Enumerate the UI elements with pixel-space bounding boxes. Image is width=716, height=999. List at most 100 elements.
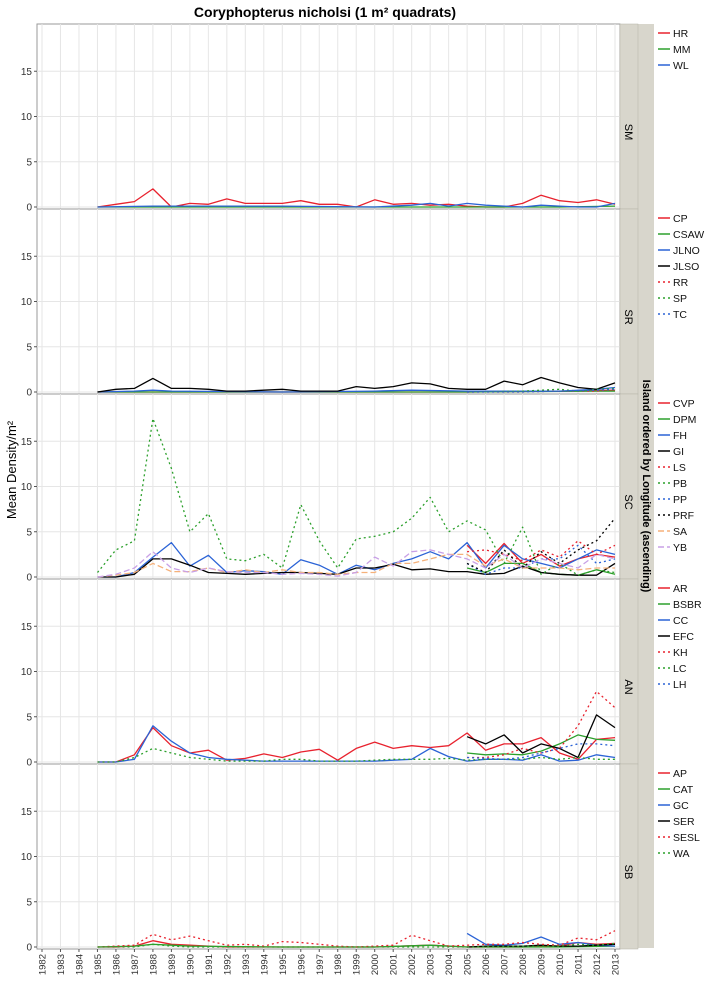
series-lines [97,188,616,208]
facet-strip-label: AN [622,679,634,694]
x-tick-label: 1995 [278,954,289,975]
panel-sr: 0 5 10 15 SR CP CSAW JLNO JLSO RR SP TC [21,208,704,399]
x-tick-label: 2013 [611,954,622,975]
series-line-gc [466,932,616,947]
series-lines [96,417,616,578]
series-line-kh [467,690,616,759]
y-tick-label: 15 [21,437,33,448]
series-line-sesl [97,930,616,948]
legend-label-csaw: CSAW [673,229,704,241]
legend-label-sp: SP [673,293,687,305]
y-tick-label: 5 [26,527,32,538]
legend-label-kh: KH [673,647,688,659]
x-tick-label: 1998 [333,954,344,975]
y-tick-label: 10 [21,667,33,678]
x-tick-label: 1982 [38,954,49,975]
legend-label-ser: SER [673,816,695,828]
legend-sc: CVP DPM FH GI LS PB PP PRF SA YB [658,398,696,554]
x-tick-label: 1984 [74,954,85,975]
y-tick-label: 5 [26,342,32,353]
legend-label-dpm: DPM [673,414,696,426]
x-tick-label: 2002 [407,954,418,975]
legend-label-wa: WA [673,848,690,860]
x-axis: 1982 1983 1984 1985 1986 1987 1988 1989 1990 1991… [38,949,622,975]
legend-label-tc: TC [673,309,687,321]
x-tick-label: 2007 [500,954,511,975]
x-tick-label: 1990 [185,954,196,975]
facet-group-label: Island ordered by Longitude (ascending) [640,380,652,593]
y-tick-label: 15 [21,252,33,263]
series-line-lc [97,747,615,763]
facet-strip [619,23,639,210]
x-tick-label: 1992 [222,954,233,975]
legend-label-jlso: JLSO [673,261,699,273]
series-line-yb [97,549,616,578]
facet-strip [619,393,639,580]
y-tick-label: 15 [21,67,33,78]
legend-label-bsbr: BSBR [673,599,702,611]
y-tick-label: 0 [26,758,32,769]
y-tick-label: 0 [26,573,32,584]
legend-label-fh: FH [673,430,687,442]
x-tick-label: 1991 [204,954,215,975]
y-tick-label: 15 [21,807,33,818]
panel-sm: 0 5 10 15 SM HR MM WL [21,23,691,214]
series-line-cvp [466,542,616,567]
facet-strip-label: SB [622,865,634,880]
x-tick-label: 2011 [574,954,585,974]
legend-sm: HR MM WL [658,28,691,72]
legend-label-wl: WL [673,60,689,72]
panel-sc: 0 5 10 15 SC CVP DPM FH GI LS PB PP PRF SA YB [21,393,696,584]
x-tick-label: 1987 [130,954,141,975]
x-tick-label: 2005 [463,954,474,975]
x-tick-label: 1988 [148,954,159,975]
legend-label-gi: GI [673,446,684,458]
series-line-ser [467,943,616,948]
legend-label-lc: LC [673,663,687,675]
y-tick-label: 5 [26,712,32,723]
x-tick-label: 2003 [426,954,437,975]
x-tick-label: 2012 [592,954,603,975]
series-line-wl [97,202,616,208]
y-tick-label: 10 [21,482,33,493]
facet-strip-label: SM [622,124,634,141]
x-tick-label: 2006 [481,954,492,975]
x-tick-label: 1994 [259,954,270,975]
legend-label-prf: PRF [673,510,694,522]
y-tick-label: 5 [26,897,32,908]
series-line-gi [97,558,616,578]
chart-title: Coryphopterus nicholsi (1 m² quadrats) [194,4,456,20]
legend-label-rr: RR [673,277,689,289]
y-tick-label: 5 [26,157,32,168]
legend-label-sa: SA [673,526,687,538]
x-tick-label: 2000 [370,954,381,975]
legend-label-jlno: JLNO [673,245,700,257]
facet-strip [619,763,639,950]
x-tick-label: 1986 [111,954,122,975]
facet-strip [619,208,639,395]
legend-label-yb: YB [673,542,687,554]
series-lines [97,690,616,763]
y-tick-label: 15 [21,622,33,633]
y-tick-label: 10 [21,297,33,308]
legend-label-gc: GC [673,800,689,812]
y-tick-label: 10 [21,852,33,863]
legend-label-ls: LS [673,462,686,474]
series-line-lh [467,743,616,760]
y-axis-label: Mean Density/m² [4,420,19,519]
legend-label-lh: LH [673,679,686,691]
legend-label-hr: HR [673,28,689,40]
series-line-wa [97,942,616,948]
legend-label-pb: PB [673,478,687,490]
x-tick-label: 2009 [537,954,548,975]
x-tick-label: 1993 [241,954,252,975]
legend-label-cvp: CVP [673,398,695,410]
panel-an: 0 5 10 15 AN AR BSBR CC EFC KH LC LH [21,578,702,769]
x-tick-label: 1983 [56,954,67,975]
series-lines [97,376,616,393]
legend-label-pp: PP [673,494,687,506]
facet-strip-label: SC [622,494,634,509]
x-tick-label: 1999 [352,954,363,975]
